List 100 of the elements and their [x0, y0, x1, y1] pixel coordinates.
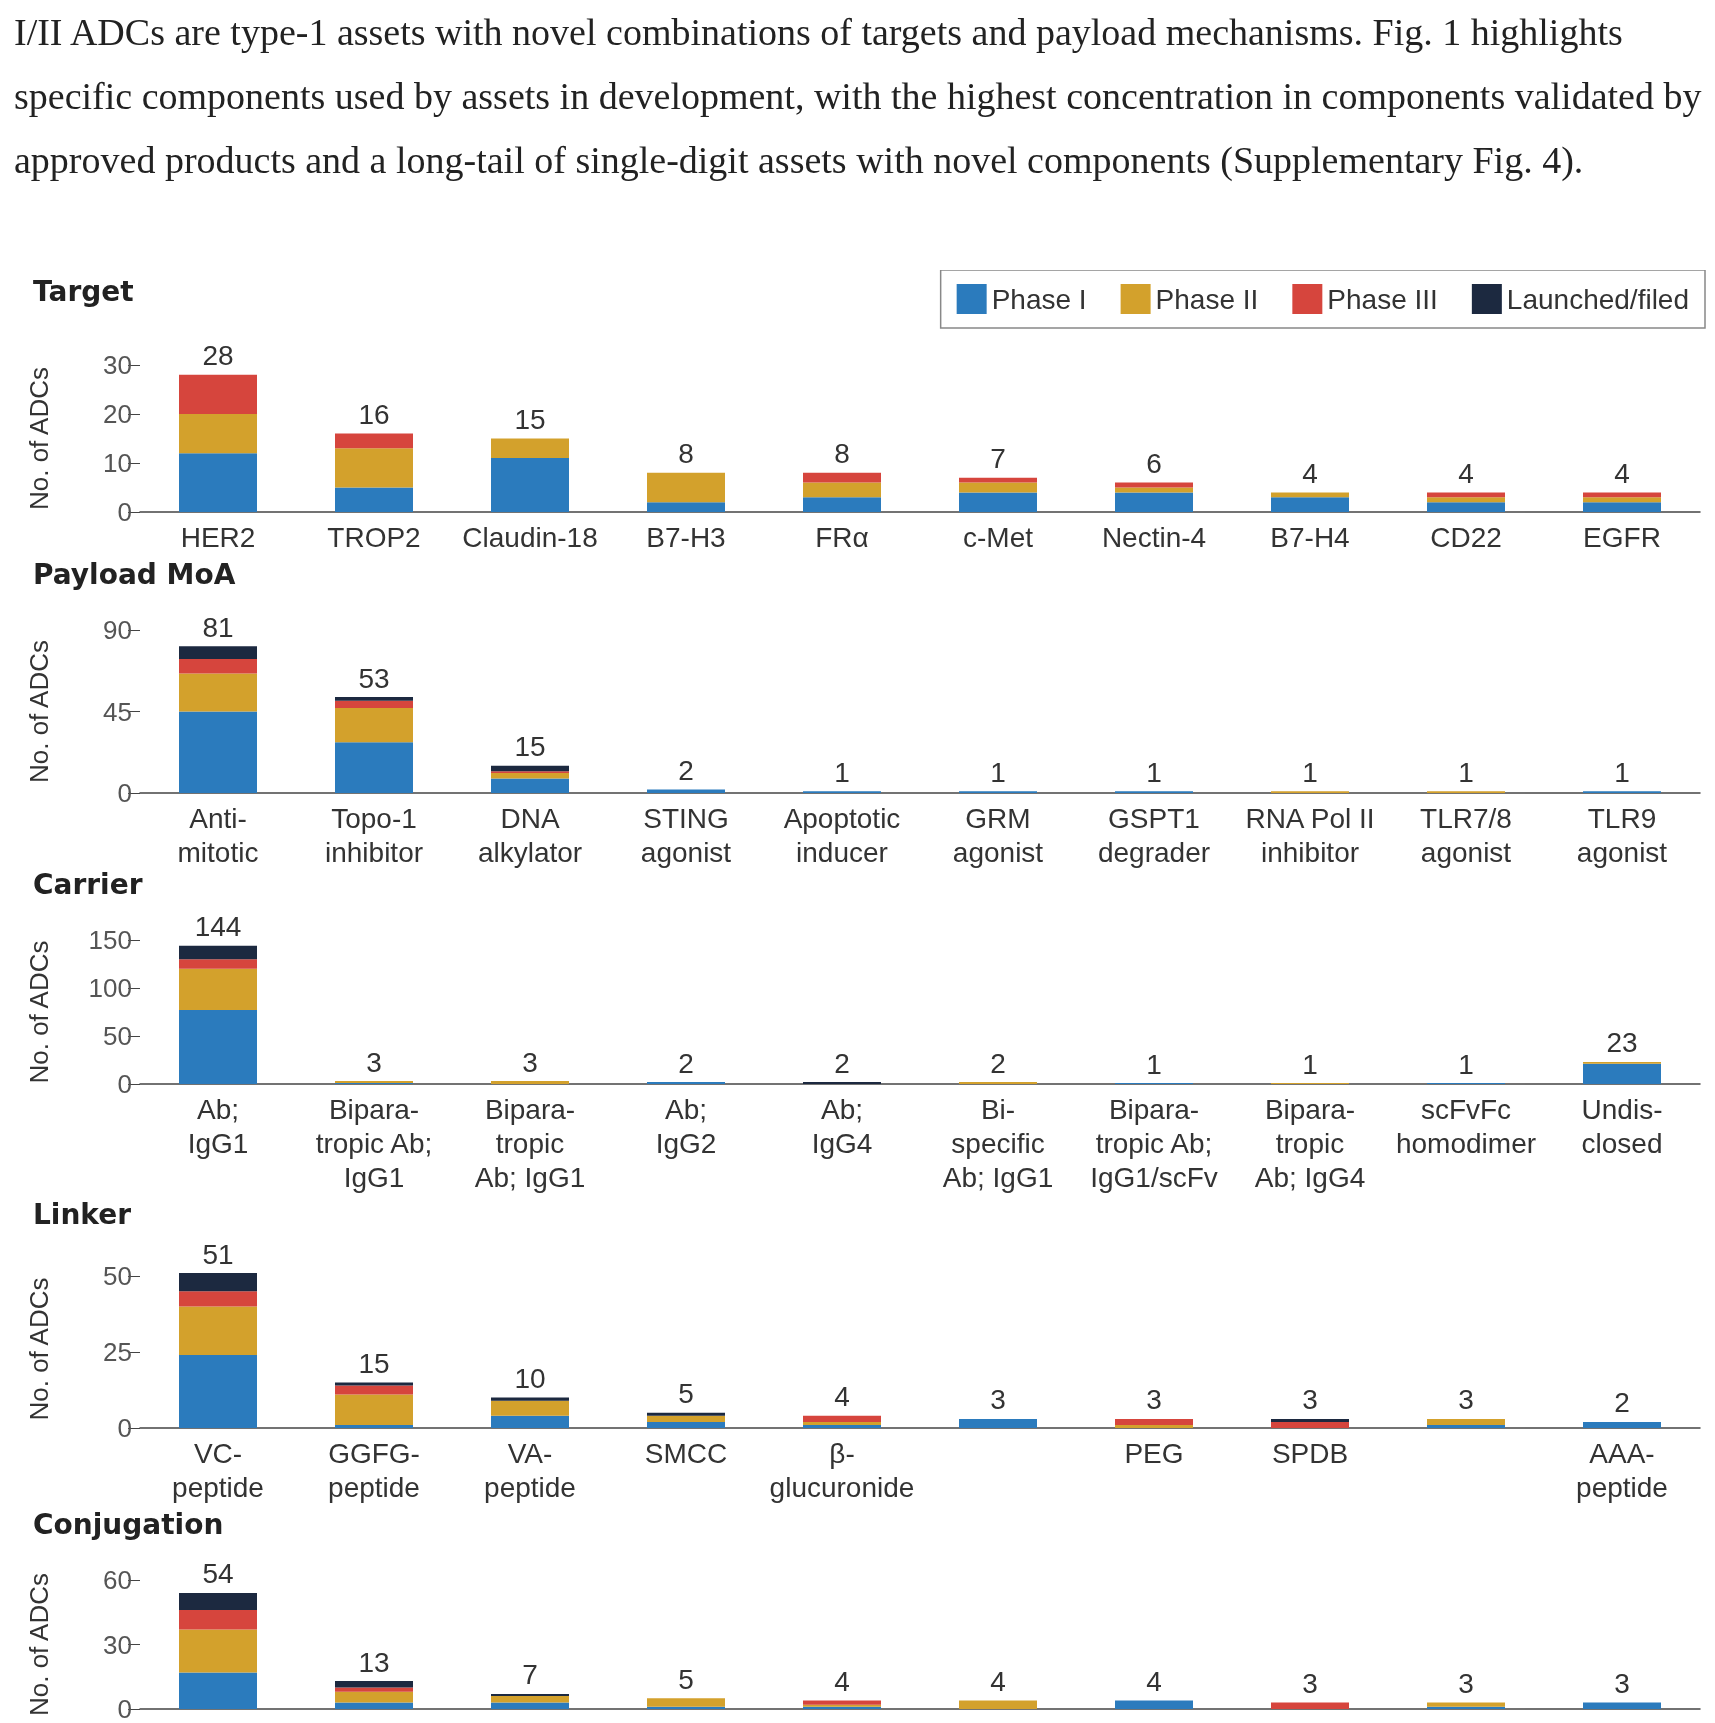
y-tick-label: 0 [117, 1694, 132, 1723]
bar [179, 673, 257, 712]
bar [959, 1700, 1037, 1709]
total-label: 5 [678, 1378, 694, 1410]
x-tick-label: Ab; IgG4 [811, 1093, 873, 1159]
total-label: 3 [522, 1046, 538, 1078]
bar [491, 1702, 569, 1709]
total-label: 2 [834, 1047, 850, 1079]
bar [1427, 502, 1505, 512]
bar [959, 482, 1037, 493]
bar [335, 707, 413, 743]
bar [335, 1691, 413, 1703]
x-tick-label: PEG [1124, 1437, 1184, 1469]
bar [335, 448, 413, 488]
y-tick-label: 30 [103, 1629, 132, 1660]
total-label: 1 [1458, 756, 1474, 788]
x-tick-label: Nectin-4 [1101, 521, 1207, 553]
y-tick-label: 50 [103, 1261, 132, 1292]
x-tick-label: B7-H3 [646, 521, 726, 553]
y-tick-label: 60 [103, 1565, 132, 1595]
bar [335, 487, 413, 512]
y-tick-label: 0 [117, 1069, 132, 1099]
bar [1427, 497, 1505, 503]
bar [647, 472, 725, 503]
chart-title: Carrier [33, 867, 143, 901]
bar [179, 1355, 257, 1428]
bar [1583, 497, 1661, 503]
x-tick-label: Topo-1 inhibitor [324, 802, 424, 868]
bar [803, 1700, 881, 1705]
total-label: 23 [1606, 1027, 1638, 1059]
bar [335, 1687, 413, 1692]
bar [1271, 1702, 1349, 1709]
bar [179, 1273, 257, 1292]
x-tick-label: GSPT1 degrader [1097, 802, 1211, 868]
y-axis-title: No. of ADCs [24, 1277, 54, 1421]
bar [179, 959, 257, 969]
x-tick-label: GRM agonist [952, 802, 1044, 868]
total-label: 3 [1458, 1668, 1474, 1700]
chart-title: Payload MoA [33, 557, 236, 591]
bar [1583, 1063, 1661, 1084]
bar [491, 1397, 569, 1401]
bar [179, 1610, 257, 1630]
bar [803, 1415, 881, 1422]
bar [335, 1385, 413, 1395]
total-label: 53 [358, 662, 390, 694]
x-tick-label: SMCC [644, 1437, 728, 1469]
bar [647, 1706, 725, 1709]
bar [179, 711, 257, 793]
x-tick-label: GGFG- peptide [328, 1437, 420, 1503]
total-label: 1 [834, 756, 850, 788]
bar [491, 1696, 569, 1703]
bar [335, 1424, 413, 1428]
bar [179, 1010, 257, 1084]
total-label: 1 [1302, 756, 1318, 788]
x-tick-label: EGFR [1583, 521, 1661, 553]
y-tick-label: 90 [103, 615, 132, 645]
total-label: 13 [358, 1646, 390, 1678]
bar [335, 1382, 413, 1386]
y-tick-label: 0 [117, 778, 132, 808]
bar [1583, 1702, 1661, 1709]
bar [1583, 1421, 1661, 1428]
y-axis-title: No. of ADCs [24, 1572, 54, 1717]
x-tick-label: VC- peptide [172, 1437, 264, 1503]
total-label: 5 [678, 1663, 694, 1695]
x-tick-label: Claudin-18 [462, 521, 598, 553]
bar [491, 1415, 569, 1428]
y-tick-label: 45 [103, 696, 132, 727]
total-label: 16 [358, 399, 390, 431]
bar [1427, 1418, 1505, 1425]
bar [179, 453, 257, 512]
total-label: 3 [1614, 1668, 1630, 1700]
total-label: 4 [990, 1665, 1006, 1697]
bar [1427, 1702, 1505, 1707]
bar [335, 1702, 413, 1709]
y-tick-label: 50 [103, 1021, 132, 1051]
bar [491, 773, 569, 779]
bar [491, 458, 569, 512]
total-label: 8 [678, 438, 694, 470]
legend-label: Phase I [991, 283, 1087, 315]
total-label: 3 [1302, 1384, 1318, 1416]
total-label: 1 [990, 756, 1006, 788]
bar [647, 1698, 725, 1707]
bar [647, 1412, 725, 1416]
bar [335, 433, 413, 449]
y-tick-label: 10 [103, 448, 132, 478]
bar [959, 1418, 1037, 1428]
y-axis-title: No. of ADCs [24, 366, 54, 511]
x-tick-label: Bipara- tropic Ab; IgG1 [315, 1093, 433, 1193]
total-label: 7 [522, 1659, 538, 1691]
bar [1115, 482, 1193, 488]
total-label: 1 [1302, 1048, 1318, 1080]
total-label: 1 [1614, 756, 1630, 788]
bar [179, 1629, 257, 1673]
bar [179, 968, 257, 1011]
x-tick-label: TLR9 agonist [1576, 802, 1668, 868]
x-tick-label: B7-H4 [1270, 521, 1350, 553]
bar [803, 497, 881, 512]
bar [179, 374, 257, 414]
bar [959, 477, 1037, 483]
bar [491, 1081, 569, 1084]
